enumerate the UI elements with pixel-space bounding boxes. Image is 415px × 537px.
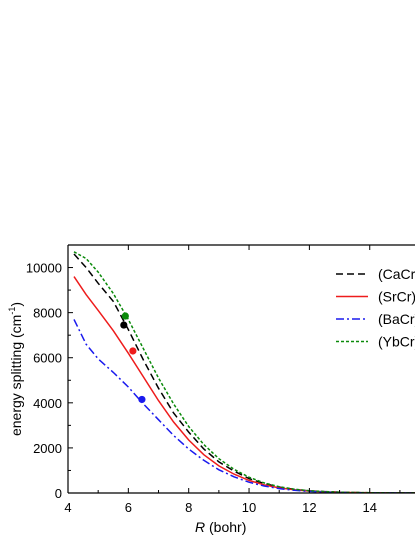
y-axis-title-main: energy splitting (cm (8, 315, 24, 436)
x-axis-title-unit: (bohr) (205, 519, 246, 535)
series-marker-0 (120, 321, 128, 329)
series-line-3 (73, 251, 415, 493)
y-tick-label: 4000 (33, 396, 62, 411)
y-tick-label: 2000 (33, 441, 62, 456)
plot-lines (73, 251, 415, 493)
y-tick-label: 10000 (26, 261, 62, 276)
series-line-2 (73, 319, 415, 493)
series-marker-2 (138, 395, 146, 404)
y-axis-title: energy splitting (cm-1) (7, 302, 24, 436)
series-marker-1 (129, 347, 137, 355)
legend-label-0: (CaCr) (378, 266, 415, 282)
x-tick-label: 14 (363, 500, 377, 515)
series-line-0 (73, 253, 415, 493)
x-tick-label: 12 (302, 500, 316, 515)
y-tick-label: 0 (55, 486, 62, 501)
y-tick-label: 8000 (33, 306, 62, 321)
x-tick-label: 8 (185, 500, 192, 515)
series-marker-3 (121, 312, 129, 320)
x-tick-label: 4 (64, 500, 71, 515)
legend-label-2: (BaCr) (378, 311, 415, 327)
axes: 4 6 8 10 12 14 0 2000 4000 6000 8000 10000 (26, 244, 415, 515)
x-axis-title: R (bohr) (195, 519, 246, 535)
legend-label-3: (YbCr) (378, 334, 415, 350)
markers (120, 312, 146, 404)
y-axis-title-superscript: -1 (7, 307, 17, 315)
legend: (CaCr) (SrCr) (BaCr) (YbCr) (336, 266, 415, 350)
x-tick-label: 10 (242, 500, 256, 515)
x-tick-label: 6 (125, 500, 132, 515)
y-tick-label: 6000 (33, 351, 62, 366)
legend-label-1: (SrCr) (378, 289, 415, 305)
x-axis-title-italic: R (195, 519, 205, 535)
y-axis-title-close: ) (8, 302, 24, 307)
